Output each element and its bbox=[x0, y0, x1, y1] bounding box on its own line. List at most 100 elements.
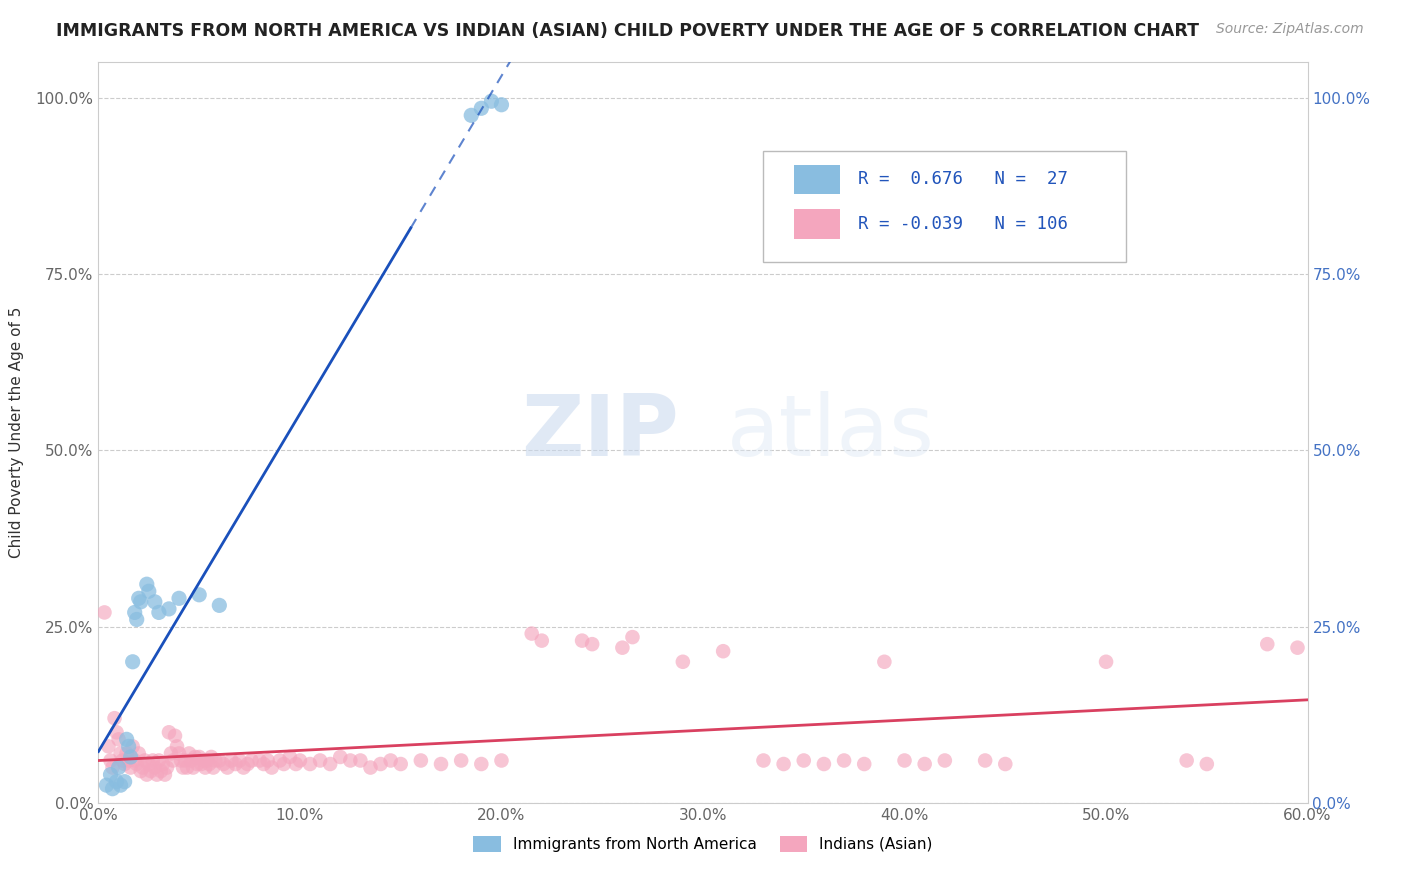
Point bbox=[1195, 757, 1218, 772]
Point bbox=[167, 591, 190, 606]
Point bbox=[181, 760, 204, 774]
Point bbox=[409, 754, 432, 768]
Point bbox=[612, 640, 634, 655]
Point bbox=[228, 754, 250, 768]
Point bbox=[148, 754, 170, 768]
Point bbox=[772, 757, 794, 772]
Point bbox=[430, 757, 453, 772]
Point bbox=[217, 760, 239, 774]
Point bbox=[278, 750, 301, 764]
Point bbox=[135, 767, 157, 781]
Legend: Immigrants from North America, Indians (Asian): Immigrants from North America, Indians (… bbox=[467, 830, 939, 858]
Point bbox=[470, 101, 492, 115]
Point bbox=[934, 754, 956, 768]
Point bbox=[153, 767, 176, 781]
Point bbox=[460, 108, 482, 122]
Point bbox=[188, 588, 211, 602]
Point bbox=[260, 760, 283, 774]
Point bbox=[138, 757, 160, 772]
Point bbox=[101, 760, 124, 774]
Point bbox=[360, 760, 382, 774]
Point bbox=[193, 754, 215, 768]
Point bbox=[273, 757, 295, 772]
Point bbox=[621, 630, 644, 644]
Point bbox=[571, 633, 593, 648]
FancyBboxPatch shape bbox=[763, 152, 1126, 262]
Point bbox=[195, 754, 218, 768]
Point bbox=[994, 757, 1017, 772]
Point bbox=[974, 754, 997, 768]
Point bbox=[208, 599, 231, 613]
Point bbox=[208, 754, 231, 768]
Point bbox=[329, 750, 352, 764]
Point bbox=[224, 757, 246, 772]
Point bbox=[118, 739, 141, 754]
Text: Source: ZipAtlas.com: Source: ZipAtlas.com bbox=[1216, 22, 1364, 37]
Point bbox=[893, 754, 915, 768]
Point bbox=[125, 757, 148, 772]
Point bbox=[793, 754, 815, 768]
Point bbox=[1175, 754, 1198, 768]
Point bbox=[121, 655, 143, 669]
Point bbox=[190, 757, 212, 772]
Point bbox=[299, 757, 322, 772]
Point bbox=[711, 644, 734, 658]
Point bbox=[103, 711, 125, 725]
Point bbox=[93, 606, 115, 620]
Point bbox=[256, 754, 278, 768]
Point bbox=[105, 725, 128, 739]
Bar bbox=[794, 165, 839, 194]
Point bbox=[200, 750, 222, 764]
Point bbox=[339, 754, 361, 768]
Point bbox=[110, 778, 132, 792]
Point bbox=[157, 725, 180, 739]
Point bbox=[142, 754, 165, 768]
Point bbox=[135, 577, 157, 591]
Point bbox=[128, 747, 150, 761]
Point bbox=[120, 750, 142, 764]
Point bbox=[163, 729, 186, 743]
Point bbox=[96, 778, 118, 792]
Point bbox=[152, 757, 174, 772]
Point bbox=[240, 754, 263, 768]
Point bbox=[1286, 640, 1309, 655]
Bar bbox=[794, 209, 839, 239]
Point bbox=[174, 754, 197, 768]
Point bbox=[204, 754, 226, 768]
Point bbox=[121, 739, 143, 754]
Point bbox=[114, 774, 136, 789]
Point bbox=[129, 595, 152, 609]
Point bbox=[115, 732, 138, 747]
Point bbox=[236, 757, 259, 772]
Point bbox=[111, 754, 134, 768]
Text: atlas: atlas bbox=[727, 391, 935, 475]
Point bbox=[198, 757, 221, 772]
Point bbox=[188, 750, 211, 764]
Point bbox=[813, 757, 835, 772]
Point bbox=[124, 606, 146, 620]
Point bbox=[186, 757, 208, 772]
Point bbox=[309, 754, 332, 768]
Point bbox=[114, 757, 136, 772]
Point bbox=[132, 760, 155, 774]
Point bbox=[284, 757, 307, 772]
Point bbox=[202, 760, 225, 774]
Y-axis label: Child Poverty Under the Age of 5: Child Poverty Under the Age of 5 bbox=[10, 307, 24, 558]
Point bbox=[149, 764, 172, 778]
Point bbox=[232, 760, 254, 774]
Point bbox=[176, 760, 198, 774]
Point bbox=[832, 754, 855, 768]
Point bbox=[107, 732, 129, 747]
Point bbox=[194, 760, 217, 774]
Point bbox=[380, 754, 402, 768]
Text: IMMIGRANTS FROM NORTH AMERICA VS INDIAN (ASIAN) CHILD POVERTY UNDER THE AGE OF 5: IMMIGRANTS FROM NORTH AMERICA VS INDIAN … bbox=[56, 22, 1199, 40]
Point bbox=[128, 591, 150, 606]
Point bbox=[253, 757, 276, 772]
Point bbox=[1256, 637, 1278, 651]
Point bbox=[120, 760, 142, 774]
Point bbox=[221, 754, 243, 768]
Point bbox=[873, 655, 896, 669]
Point bbox=[157, 602, 180, 616]
Point bbox=[115, 747, 138, 761]
Point bbox=[389, 757, 412, 772]
